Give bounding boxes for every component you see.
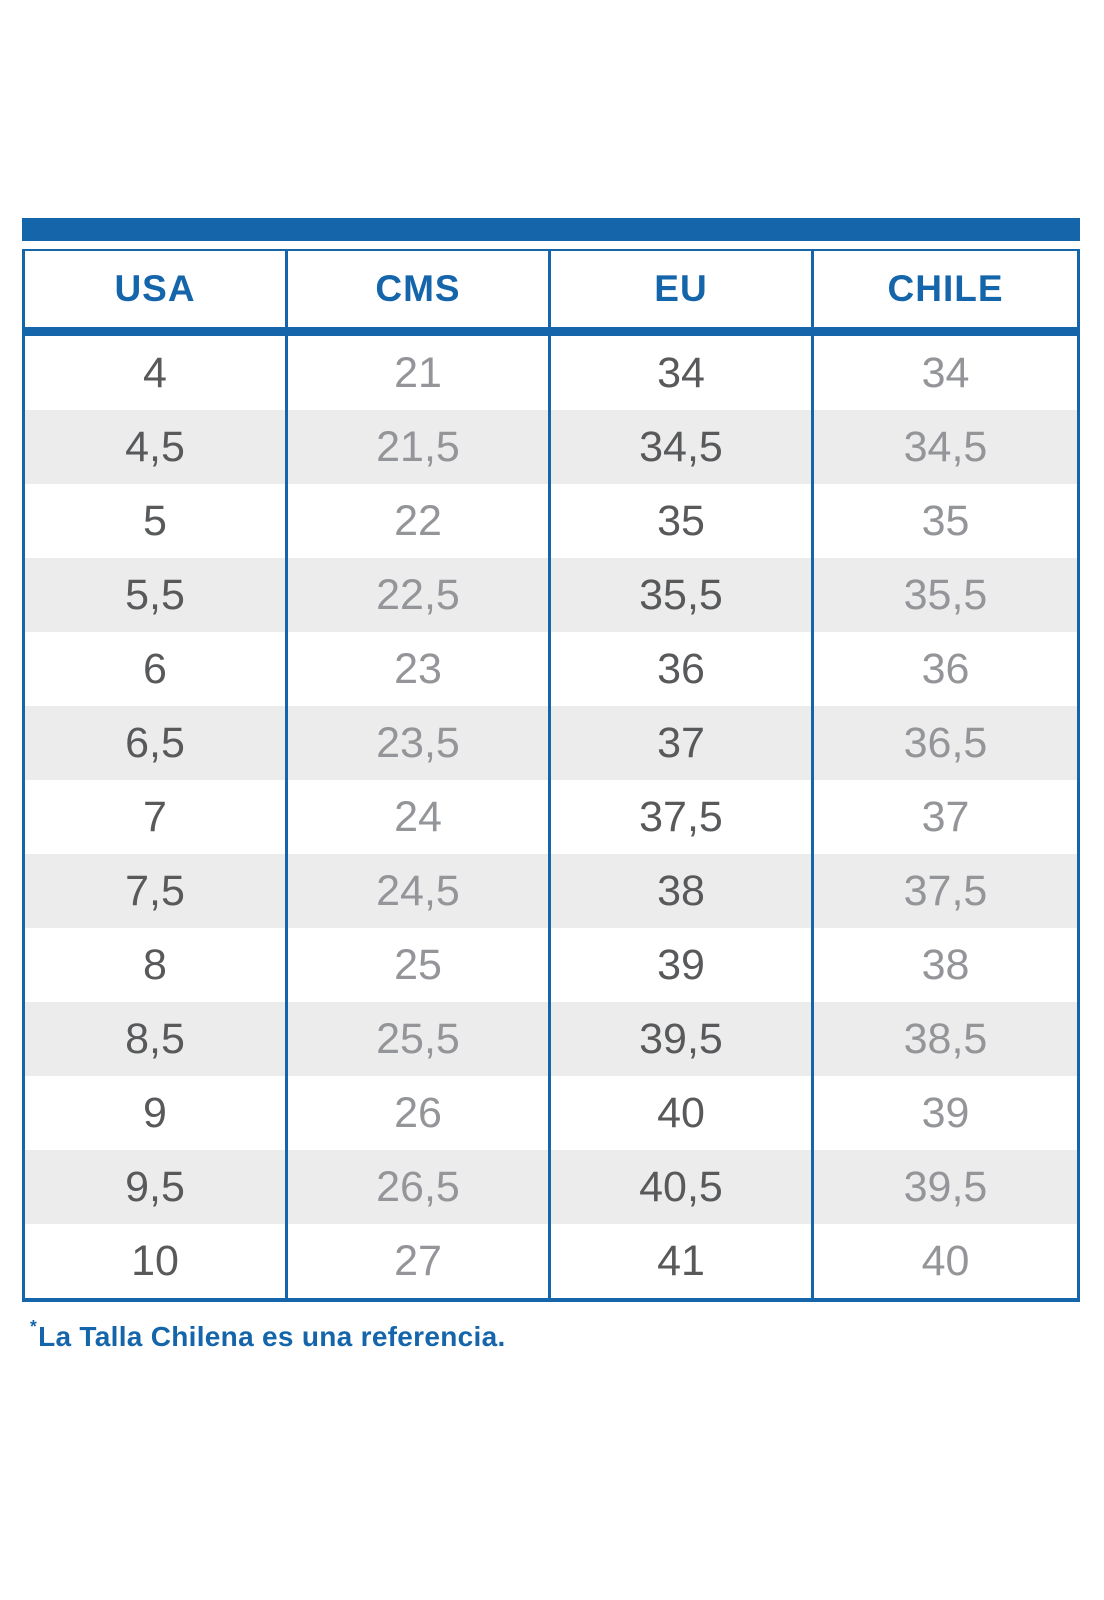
- size-cell: 39,5: [551, 1002, 814, 1076]
- size-cell: 40: [551, 1076, 814, 1150]
- table-row: 7 24 37,5 37: [25, 780, 1077, 854]
- size-cell: 4: [25, 336, 288, 410]
- size-cell: 27: [288, 1224, 551, 1298]
- size-cell: 8: [25, 928, 288, 1002]
- size-cell: 9: [25, 1076, 288, 1150]
- table-row: 8,5 25,5 39,5 38,5: [25, 1002, 1077, 1076]
- size-cell: 35: [921, 496, 970, 545]
- size-cell: 38,5: [903, 1014, 988, 1063]
- table-row: 7,5 24,5 38 37,5: [25, 854, 1077, 928]
- table-row: 6,5 23,5 37 36,5: [25, 706, 1077, 780]
- size-cell: 34: [551, 336, 814, 410]
- size-table-body: 4 21 34 34 4,5 21,5 34,5 34,5 5 22 35 35 5,5 22,5 35,5…: [25, 336, 1077, 1298]
- footnote: *La Talla Chilena es una referencia.: [30, 1316, 506, 1353]
- size-cell: 24,5: [288, 854, 551, 928]
- table-row: 5,5 22,5 35,5 35,5: [25, 558, 1077, 632]
- size-cell: 37: [921, 792, 970, 841]
- size-cell: 21,5: [288, 410, 551, 484]
- size-cell: 23,5: [288, 706, 551, 780]
- table-header-row: USA CMS EU CHILE: [25, 251, 1077, 327]
- size-cell: 41: [551, 1224, 814, 1298]
- size-cell: 35,5: [551, 558, 814, 632]
- table-bar-gap: [22, 241, 1080, 249]
- table-row: 10 27 41 40: [25, 1224, 1077, 1298]
- size-cell: 23: [288, 632, 551, 706]
- size-cell: 25,5: [288, 1002, 551, 1076]
- table-row: 6 23 36 36: [25, 632, 1077, 706]
- size-cell: 37,5: [551, 780, 814, 854]
- size-cell: 26,5: [288, 1150, 551, 1224]
- size-cell: 39: [921, 1088, 970, 1137]
- column-header-cms: CMS: [288, 251, 551, 327]
- size-cell: 40,5: [551, 1150, 814, 1224]
- size-cell: 37,5: [903, 866, 988, 915]
- size-cell: 21: [288, 336, 551, 410]
- size-cell: 38: [551, 854, 814, 928]
- footnote-text: La Talla Chilena es una referencia.: [38, 1321, 506, 1352]
- table-row: 4,5 21,5 34,5 34,5: [25, 410, 1077, 484]
- table-row: 4 21 34 34: [25, 336, 1077, 410]
- table-row: 9 26 40 39: [25, 1076, 1077, 1150]
- size-cell: 36: [921, 644, 970, 693]
- size-cell: 35,5: [903, 570, 988, 619]
- table-row: 5 22 35 35: [25, 484, 1077, 558]
- size-cell: 40: [921, 1236, 970, 1285]
- header-divider-rule: [25, 327, 1077, 336]
- size-cell: 9,5: [25, 1150, 288, 1224]
- footnote-asterisk: *: [30, 1316, 38, 1336]
- column-header-usa: USA: [25, 251, 288, 327]
- table-top-accent-bar: [22, 218, 1080, 241]
- size-cell: 25: [288, 928, 551, 1002]
- size-cell: 8,5: [25, 1002, 288, 1076]
- size-cell: 7,5: [25, 854, 288, 928]
- size-cell: 36: [551, 632, 814, 706]
- size-cell: 4,5: [25, 410, 288, 484]
- table-row: 9,5 26,5 40,5 39,5: [25, 1150, 1077, 1224]
- table-row: 8 25 39 38: [25, 928, 1077, 1002]
- size-cell: 6,5: [25, 706, 288, 780]
- size-cell: 6: [25, 632, 288, 706]
- size-table: USA CMS EU CHILE 4 21 34 34 4,5 21,5 34,5 34,5 5…: [22, 249, 1080, 1302]
- size-cell: 34,5: [903, 422, 988, 471]
- size-cell: 37: [551, 706, 814, 780]
- size-cell: 39: [551, 928, 814, 1002]
- column-header-eu: EU: [551, 251, 814, 327]
- size-cell: 34: [921, 348, 970, 397]
- size-cell: 34,5: [551, 410, 814, 484]
- size-cell: 22: [288, 484, 551, 558]
- size-cell: 26: [288, 1076, 551, 1150]
- size-cell: 36,5: [903, 718, 988, 767]
- size-cell: 5: [25, 484, 288, 558]
- size-cell: 10: [25, 1224, 288, 1298]
- size-cell: 22,5: [288, 558, 551, 632]
- size-cell: 38: [921, 940, 970, 989]
- size-cell: 7: [25, 780, 288, 854]
- size-cell: 35: [551, 484, 814, 558]
- size-cell: 24: [288, 780, 551, 854]
- column-header-chile: CHILE: [887, 268, 1004, 309]
- size-conversion-table: USA CMS EU CHILE 4 21 34 34 4,5 21,5 34,5 34,5 5…: [22, 218, 1080, 1302]
- size-cell: 39,5: [903, 1162, 988, 1211]
- size-cell: 5,5: [25, 558, 288, 632]
